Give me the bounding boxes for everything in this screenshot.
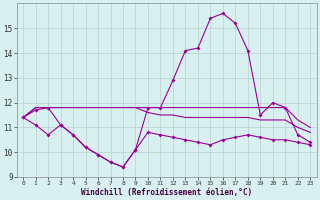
X-axis label: Windchill (Refroidissement éolien,°C): Windchill (Refroidissement éolien,°C) [81,188,252,197]
